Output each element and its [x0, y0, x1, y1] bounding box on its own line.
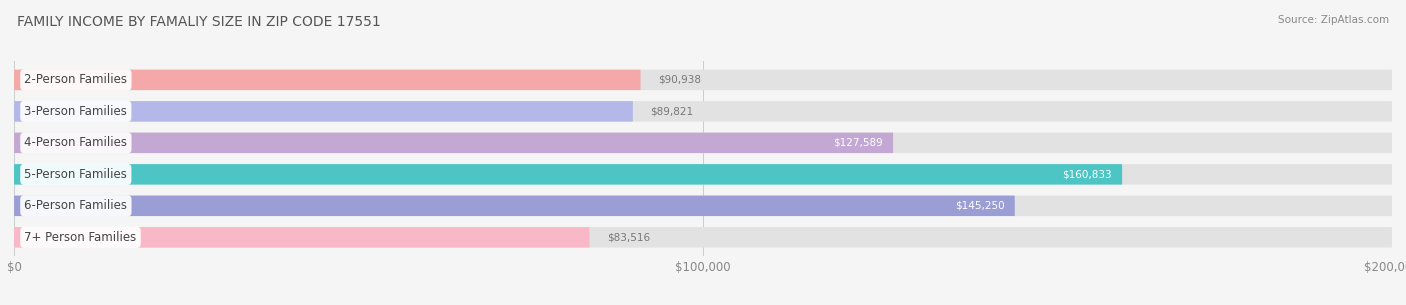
FancyBboxPatch shape — [14, 70, 1392, 90]
FancyBboxPatch shape — [14, 196, 1392, 216]
FancyBboxPatch shape — [14, 101, 633, 122]
FancyBboxPatch shape — [14, 164, 1122, 185]
Text: $127,589: $127,589 — [832, 138, 883, 148]
Text: $145,250: $145,250 — [955, 201, 1004, 211]
Text: 3-Person Families: 3-Person Families — [24, 105, 128, 118]
Text: $89,821: $89,821 — [650, 106, 693, 117]
Text: 6-Person Families: 6-Person Families — [24, 199, 128, 212]
Text: 2-Person Families: 2-Person Families — [24, 74, 128, 86]
FancyBboxPatch shape — [14, 227, 589, 248]
Text: $160,833: $160,833 — [1062, 169, 1112, 179]
Text: $90,938: $90,938 — [658, 75, 700, 85]
Text: 7+ Person Families: 7+ Person Families — [24, 231, 136, 244]
FancyBboxPatch shape — [14, 164, 1392, 185]
FancyBboxPatch shape — [14, 70, 641, 90]
Text: FAMILY INCOME BY FAMALIY SIZE IN ZIP CODE 17551: FAMILY INCOME BY FAMALIY SIZE IN ZIP COD… — [17, 15, 381, 29]
FancyBboxPatch shape — [14, 133, 893, 153]
FancyBboxPatch shape — [14, 133, 1392, 153]
FancyBboxPatch shape — [14, 196, 1015, 216]
Text: $83,516: $83,516 — [606, 232, 650, 242]
FancyBboxPatch shape — [14, 101, 1392, 122]
Text: 4-Person Families: 4-Person Families — [24, 136, 128, 149]
Text: 5-Person Families: 5-Person Families — [24, 168, 128, 181]
Text: Source: ZipAtlas.com: Source: ZipAtlas.com — [1278, 15, 1389, 25]
FancyBboxPatch shape — [14, 227, 1392, 248]
